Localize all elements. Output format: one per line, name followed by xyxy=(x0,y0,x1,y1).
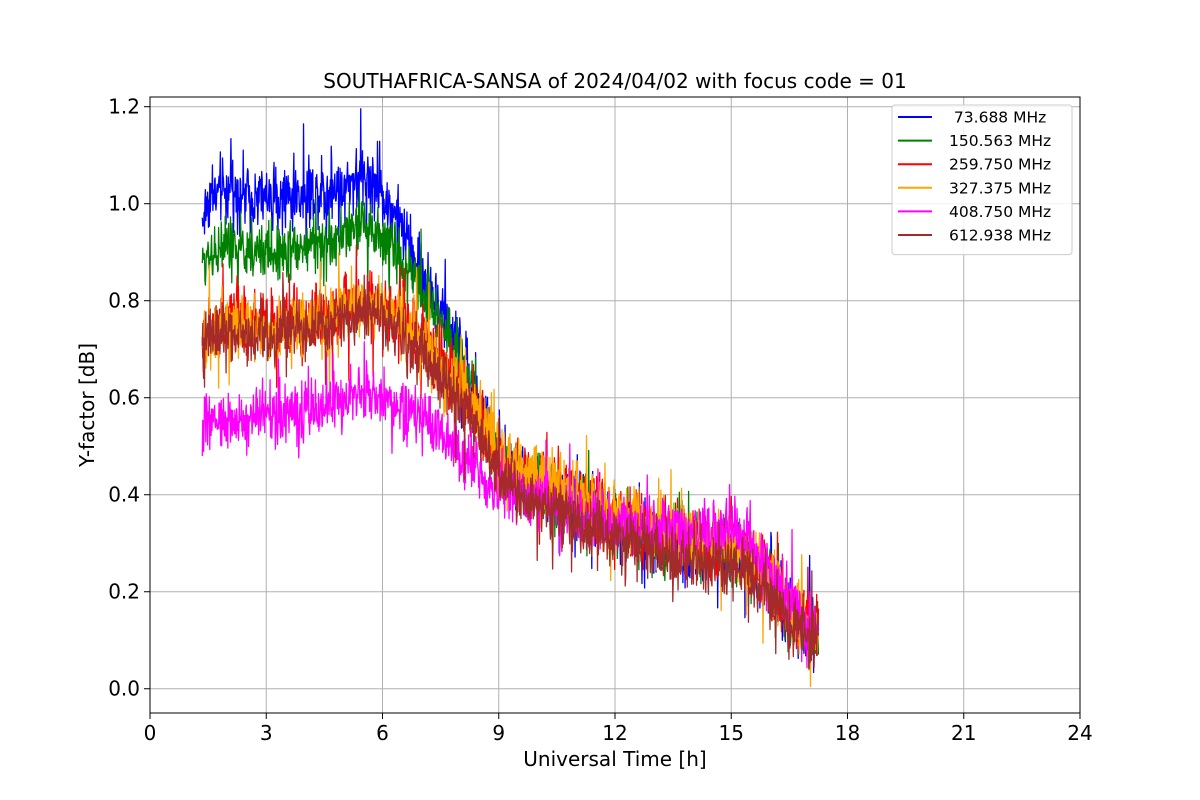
y-tick-label: 1.0 xyxy=(108,192,140,216)
series-line xyxy=(201,272,820,670)
legend-label: 612.938 MHz xyxy=(949,227,1051,245)
series-group xyxy=(201,108,820,688)
y-tick-label: 0.0 xyxy=(108,677,140,701)
x-tick-label: 9 xyxy=(492,721,505,745)
chart-title: SOUTHAFRICA-SANSA of 2024/04/02 with foc… xyxy=(323,69,907,93)
legend: 73.688 MHz 150.563 MHz 259.750 MHz 327.375 … xyxy=(891,104,1073,256)
x-tick-label: 18 xyxy=(835,721,860,745)
y-tick-label: 0.6 xyxy=(108,386,140,410)
y-tick-label: 1.2 xyxy=(108,95,140,119)
series-line xyxy=(201,341,820,669)
x-tick-label: 24 xyxy=(1067,721,1092,745)
x-tick-label: 12 xyxy=(602,721,627,745)
grid xyxy=(149,97,1081,713)
x-tick-label: 6 xyxy=(376,721,389,745)
y-tick-label: 0.2 xyxy=(108,580,140,604)
legend-box xyxy=(891,104,1073,256)
legend-label: 327.375 MHz xyxy=(949,179,1051,197)
series-line xyxy=(201,190,820,670)
x-tick-label: 3 xyxy=(260,721,273,745)
legend-label: 408.750 MHz xyxy=(949,203,1051,221)
legend-label: 259.750 MHz xyxy=(949,156,1051,174)
legend-label: 150.563 MHz xyxy=(949,132,1051,150)
x-tick-label: 21 xyxy=(951,721,976,745)
x-tick-label: 0 xyxy=(144,721,157,745)
y-tick-label: 0.4 xyxy=(108,483,140,507)
legend-label: 73.688 MHz xyxy=(949,109,1046,127)
y-tick-label: 0.8 xyxy=(108,289,140,313)
y-axis-label: Y-factor [dB] xyxy=(75,343,99,468)
x-axis-label: Universal Time [h] xyxy=(523,747,706,771)
x-tick-label: 15 xyxy=(719,721,744,745)
axis-ticks: 0 3 6 9 12 15 18 21 24 0.0 0.2 0.4 0.6 0.8 1.0 1.2 xyxy=(108,95,1093,745)
